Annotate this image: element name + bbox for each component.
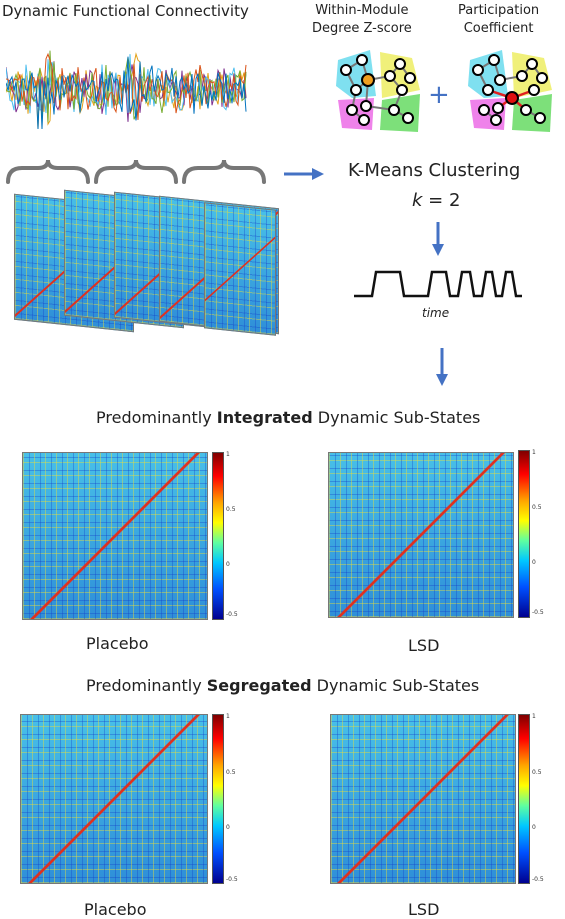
segregated-placebo-matrix <box>20 714 208 884</box>
plus-sign: + <box>428 80 450 110</box>
timeseries-plot <box>6 50 247 130</box>
colorbar-tick: 0.5 <box>226 769 236 776</box>
arrow-down-icon-1 <box>432 222 444 256</box>
integrated-heading: Predominantly Integrated Dynamic Sub-Sta… <box>96 408 480 427</box>
colorbar-tick: -0.5 <box>226 876 238 883</box>
colorbar-tick: -0.5 <box>532 876 544 883</box>
timeseries-line <box>6 54 247 119</box>
k-variable: k <box>412 190 423 211</box>
integrated-placebo-label: Placebo <box>86 634 149 653</box>
brace-1 <box>6 160 90 184</box>
dfc-title: Dynamic Functional Connectivity <box>2 2 249 20</box>
segregated-prefix: Predominantly <box>86 676 207 695</box>
segregated-suffix: Dynamic Sub-States <box>311 676 480 695</box>
colorbar-tick: 0 <box>532 559 536 566</box>
integrated-prefix: Predominantly <box>96 408 217 427</box>
k-equation: k = 2 <box>412 190 460 211</box>
wmd-network-graph <box>336 50 420 132</box>
segregated-lsd-matrix <box>330 714 516 884</box>
colorbar-tick: 1 <box>226 451 230 458</box>
colorbar-tick: 0.5 <box>532 769 542 776</box>
arrow-right-icon <box>284 168 324 180</box>
segregated-lsd-colorbar <box>518 714 530 884</box>
segregated-heading: Predominantly Segregated Dynamic Sub-Sta… <box>86 676 479 695</box>
state-timecourse <box>354 270 522 298</box>
pc-network-graph <box>468 50 552 132</box>
colorbar-tick: 0.5 <box>532 504 542 511</box>
segregated-placebo-colorbar <box>212 714 224 884</box>
window-braces <box>6 160 266 184</box>
segregated-lsd-label: LSD <box>408 900 440 919</box>
integrated-lsd-label: LSD <box>408 636 440 655</box>
integrated-lsd-matrix <box>328 452 514 618</box>
timeseries-line <box>6 56 247 130</box>
segregated-bold: Segregated <box>206 676 312 695</box>
integrated-bold: Integrated <box>216 408 313 427</box>
colorbar-tick: 0.5 <box>226 506 236 513</box>
integrated-suffix: Dynamic Sub-States <box>312 408 481 427</box>
arrow-down-icon-2 <box>436 348 448 386</box>
window-matrix-5 <box>204 202 276 336</box>
colorbar-tick: 0 <box>226 561 230 568</box>
integrated-placebo-matrix <box>22 452 208 620</box>
brace-3 <box>182 160 266 184</box>
colorbar-tick: 1 <box>532 449 536 456</box>
pc-title: Participation Coefficient <box>458 3 540 36</box>
colorbar-tick: -0.5 <box>226 611 238 618</box>
k-value: = 2 <box>422 190 461 211</box>
wmd-title: Within-Module Degree Z-score <box>312 3 412 36</box>
brace-2 <box>94 160 178 184</box>
integrated-lsd-colorbar <box>518 450 530 618</box>
integrated-placebo-colorbar <box>212 452 224 620</box>
time-label: time <box>422 306 450 320</box>
colorbar-tick: 0 <box>532 824 536 831</box>
colorbar-tick: 0 <box>226 824 230 831</box>
kmeans-title: K-Means Clustering <box>348 160 521 181</box>
colorbar-tick: 1 <box>226 713 230 720</box>
segregated-placebo-label: Placebo <box>84 900 147 919</box>
colorbar-tick: 1 <box>532 713 536 720</box>
colorbar-tick: -0.5 <box>532 609 544 616</box>
window-matrix-stack <box>14 189 279 346</box>
